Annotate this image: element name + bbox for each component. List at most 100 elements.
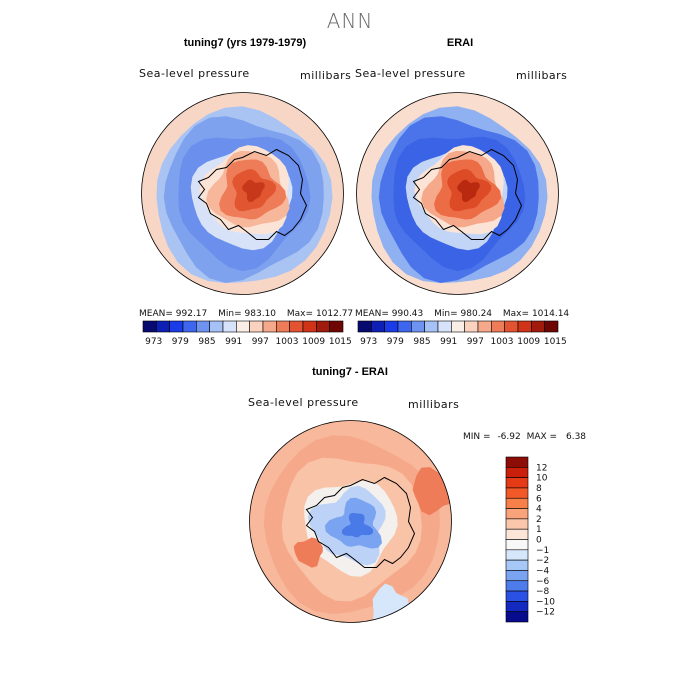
panel1-min-value: 983.10 xyxy=(244,309,277,319)
colorbar-swatch xyxy=(504,320,519,333)
colorbar-tick-label: −8 xyxy=(536,587,550,597)
panel2-min-value: 980.24 xyxy=(460,309,493,319)
colorbar-swatch xyxy=(142,320,157,333)
colorbar-swatch xyxy=(531,320,545,333)
panel1-variable-label: Sea-level pressure xyxy=(139,67,250,80)
map-boundary xyxy=(356,92,559,295)
colorbar-tick-label: 1 xyxy=(536,525,542,535)
panel1-mean-value: 992.17 xyxy=(175,309,208,319)
colorbar-tick-label: 997 xyxy=(252,337,269,347)
contour-band-8 xyxy=(457,179,480,203)
colorbar-swatch xyxy=(424,320,439,333)
colorbar-tick-label: 1003 xyxy=(491,337,514,347)
colorbar-swatch xyxy=(505,580,529,592)
panel1-stats: MEAN= 992.17 Min= 983.10 Max= 1012.77 xyxy=(139,309,353,319)
panel1-title: tuning7 (yrs 1979-1979) xyxy=(183,37,307,49)
colorbar-swatch xyxy=(182,320,197,333)
colorbar-swatch xyxy=(464,320,479,333)
colorbar-swatch xyxy=(196,320,210,333)
colorbar-swatch xyxy=(505,590,529,602)
colorbar-tick-label: 1009 xyxy=(517,337,540,347)
colorbar-swatch xyxy=(505,611,529,623)
colorbar-tick-label: 991 xyxy=(225,337,242,347)
colorbar-tick-label: 6 xyxy=(536,494,542,504)
colorbar-tick-label: 973 xyxy=(145,337,162,347)
colorbar-tick-label: 985 xyxy=(198,337,215,347)
colorbar-swatch xyxy=(384,320,399,333)
map-field xyxy=(249,420,452,623)
colorbar-tick-label: 10 xyxy=(536,474,548,484)
panel1-colorbar: 973 979 985 991 997 1003 1009 1015 xyxy=(142,320,352,347)
panel2-max-value: 1014.14 xyxy=(531,309,570,319)
colorbar-swatch xyxy=(505,549,529,561)
panel3-max-label: MAX = xyxy=(526,432,558,442)
colorbar-swatch xyxy=(222,320,237,333)
panel1-min-label: Min= xyxy=(218,309,242,319)
colorbar-swatch xyxy=(262,320,277,333)
colorbar-swatch xyxy=(397,320,412,333)
colorbar-swatch xyxy=(437,320,452,333)
colorbar-swatch xyxy=(505,518,529,530)
coastline xyxy=(197,148,308,240)
colorbar-swatch xyxy=(505,456,529,468)
colorbar-swatch xyxy=(505,508,529,520)
colorbar-swatch xyxy=(517,320,532,333)
colorbar-swatch xyxy=(505,559,529,571)
panel2-colorbar: 973 979 985 991 997 1003 1009 1015 xyxy=(357,320,567,347)
colorbar-tick-label: 997 xyxy=(467,337,484,347)
coastline xyxy=(412,148,523,240)
panel3-stats: MIN = -6.92 MAX = 6.38 xyxy=(463,432,586,442)
colorbar-tick-label: 12 xyxy=(536,463,547,473)
panel2-variable-label: Sea-level pressure xyxy=(355,67,466,80)
colorbar-tick-label: −4 xyxy=(536,566,550,576)
colorbar-swatch xyxy=(236,320,250,333)
colorbar-tick-label: −10 xyxy=(536,597,555,607)
colorbar-swatch xyxy=(209,320,224,333)
colorbar-tick-label: 979 xyxy=(387,337,404,347)
colorbar-tick-label: 1009 xyxy=(302,337,325,347)
panel1-units-label: millibars xyxy=(300,69,352,82)
panel2-mean-label: MEAN= xyxy=(355,309,389,319)
map-field xyxy=(356,92,559,295)
panel3-map xyxy=(249,420,452,623)
colorbar-tick-label: 1015 xyxy=(329,337,352,347)
figure-supertitle: ANN xyxy=(326,9,374,33)
panel2-map xyxy=(356,92,559,295)
colorbar-swatch xyxy=(505,601,529,612)
colorbar-swatch xyxy=(477,320,492,333)
panel3-variable-label: Sea-level pressure xyxy=(248,396,359,409)
colorbar-tick-label: −2 xyxy=(536,556,549,566)
colorbar-swatch xyxy=(505,467,529,478)
colorbar-tick-label: 2 xyxy=(536,515,542,525)
panel3-units-label: millibars xyxy=(408,398,460,411)
panel2-title: ERAI xyxy=(446,37,474,49)
map-boundary xyxy=(249,420,452,623)
colorbar-swatch xyxy=(302,320,317,333)
colorbar-swatch xyxy=(249,320,264,333)
colorbar-swatch xyxy=(289,320,304,333)
colorbar-swatch xyxy=(505,539,529,551)
colorbar-tick-label: 0 xyxy=(536,536,542,546)
panel2-max-label: Max= xyxy=(502,309,530,319)
contour-band-5 xyxy=(341,513,374,538)
panel1-map xyxy=(141,92,344,295)
panel3-max-value: 6.38 xyxy=(565,432,587,442)
colorbar-tick-label: −12 xyxy=(536,608,555,618)
panel3-title: tuning7 - ERAI xyxy=(312,366,388,378)
panel2-mean-value: 990.43 xyxy=(391,309,424,319)
map-boundary xyxy=(141,92,344,295)
panel2-units-label: millibars xyxy=(516,69,568,82)
colorbar-swatch xyxy=(505,477,529,489)
colorbar-tick-label: 991 xyxy=(440,337,457,347)
colorbar-swatch xyxy=(505,570,529,582)
colorbar-tick-label: −6 xyxy=(536,577,550,587)
coastline xyxy=(305,476,416,568)
colorbar-swatch xyxy=(329,320,344,333)
colorbar-tick-label: 4 xyxy=(536,505,542,515)
colorbar-tick-label: 979 xyxy=(172,337,189,347)
panel3-min-value: -6.92 xyxy=(497,432,521,442)
colorbar-tick-label: 1015 xyxy=(544,337,567,347)
panel2-stats: MEAN= 990.43 Min= 980.24 Max= 1014.14 xyxy=(355,309,569,319)
colorbar-swatch xyxy=(371,320,385,333)
